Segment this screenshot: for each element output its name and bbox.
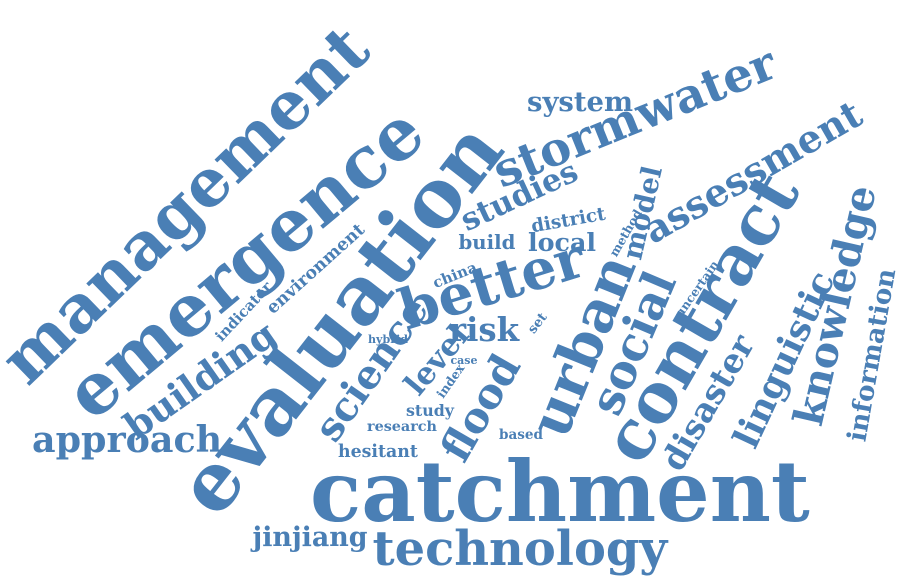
word-system: system <box>527 85 634 118</box>
word-study: study <box>406 401 454 420</box>
word-approach: approach <box>32 418 223 461</box>
word-based: based <box>499 427 543 443</box>
word-technology: technology <box>372 521 668 577</box>
word-risk: risk <box>449 311 520 349</box>
word-case: case <box>450 353 478 367</box>
word-local: local <box>528 226 597 257</box>
word-research: research <box>367 419 437 435</box>
word-build: build <box>458 230 516 254</box>
word-set: set <box>525 309 551 337</box>
word-hybrid: hybrid <box>368 332 409 346</box>
word-catchment: catchment <box>310 442 810 541</box>
word-hesitant: hesitant <box>338 441 418 462</box>
word-jinjiang: jinjiang <box>252 521 368 553</box>
